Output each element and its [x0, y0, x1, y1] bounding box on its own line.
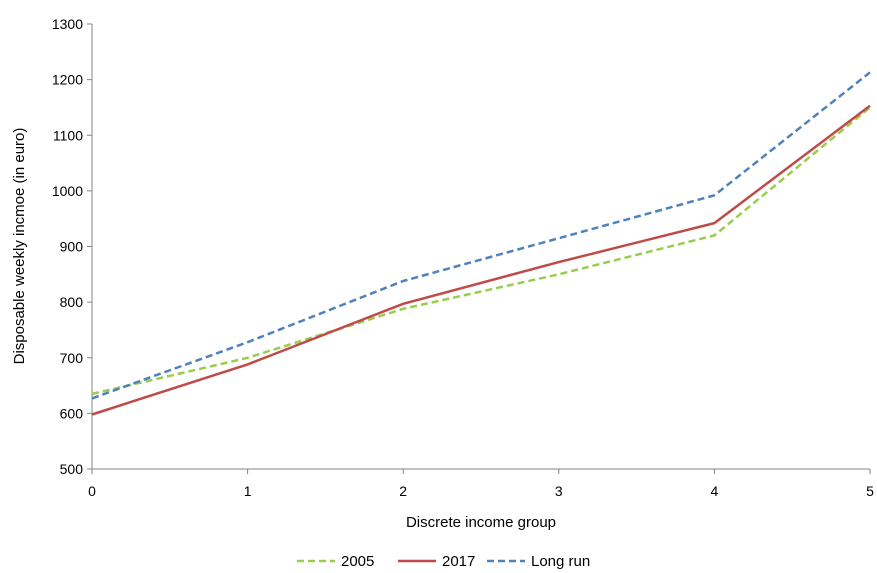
y-tick-label: 800 — [60, 294, 84, 310]
y-tick-label: 600 — [60, 405, 84, 421]
series-layer — [91, 71, 871, 416]
x-tick-label: 1 — [244, 483, 252, 499]
series-line-2017 — [91, 104, 871, 416]
y-tick-label: 1200 — [52, 72, 83, 88]
series-line-2005 — [91, 106, 871, 396]
y-axis-title: Disposable weekly incmoe (in euro) — [11, 128, 28, 365]
legend-label: 2017 — [442, 553, 475, 570]
x-tick-label: 0 — [88, 483, 96, 499]
x-tick-label: 5 — [866, 483, 874, 499]
y-tick-label: 500 — [60, 461, 84, 477]
x-tick-label: 2 — [399, 483, 407, 499]
legend-label: 2005 — [341, 553, 374, 570]
x-tick-label: 4 — [711, 483, 719, 499]
x-tick-label: 3 — [555, 483, 563, 499]
legend-label: Long run — [531, 553, 590, 570]
x-axis-title: Discrete income group — [406, 514, 556, 531]
legend: 2005 2017 Long run — [297, 553, 590, 570]
series-line-long-run — [91, 71, 871, 400]
y-tick-label: 700 — [60, 350, 84, 366]
y-tick-label: 1100 — [53, 127, 83, 143]
y-tick-label: 1000 — [52, 183, 83, 199]
y-tick-label: 1300 — [52, 16, 83, 32]
y-axis-ticks: 500 600 700 800 900 1000 1100 1200 1300 — [52, 16, 92, 477]
y-tick-label: 900 — [60, 239, 84, 255]
x-axis-ticks: 0 1 2 3 4 5 — [88, 469, 874, 499]
